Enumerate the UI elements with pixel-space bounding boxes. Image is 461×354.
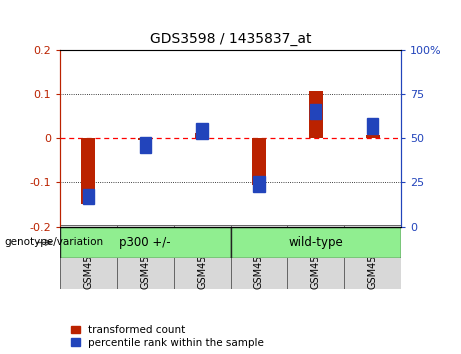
Bar xyxy=(117,225,174,289)
Bar xyxy=(140,137,151,153)
Bar xyxy=(138,138,152,140)
Bar xyxy=(366,135,380,138)
Text: GSM458549: GSM458549 xyxy=(197,230,207,289)
Bar xyxy=(287,225,344,289)
Bar xyxy=(310,103,321,120)
Bar xyxy=(230,225,287,289)
Text: genotype/variation: genotype/variation xyxy=(5,238,104,247)
Bar xyxy=(60,225,117,289)
Text: GSM458552: GSM458552 xyxy=(367,230,378,289)
Bar xyxy=(253,176,265,192)
Legend: transformed count, percentile rank within the sample: transformed count, percentile rank withi… xyxy=(70,324,266,349)
Text: GSM458550: GSM458550 xyxy=(254,230,264,289)
Bar xyxy=(81,138,95,204)
Bar xyxy=(230,227,401,258)
Bar xyxy=(174,225,230,289)
Text: wild-type: wild-type xyxy=(289,236,343,249)
Bar xyxy=(60,227,230,258)
Bar xyxy=(83,188,94,205)
Bar xyxy=(252,138,266,184)
Text: GSM458551: GSM458551 xyxy=(311,230,321,289)
Text: GSM458547: GSM458547 xyxy=(83,230,94,289)
Bar xyxy=(196,123,208,139)
Bar xyxy=(367,118,378,134)
Text: p300 +/-: p300 +/- xyxy=(119,236,171,249)
Bar xyxy=(195,133,209,138)
Bar xyxy=(344,225,401,289)
Bar xyxy=(309,91,323,138)
Text: GSM458548: GSM458548 xyxy=(140,230,150,289)
Title: GDS3598 / 1435837_at: GDS3598 / 1435837_at xyxy=(150,32,311,46)
